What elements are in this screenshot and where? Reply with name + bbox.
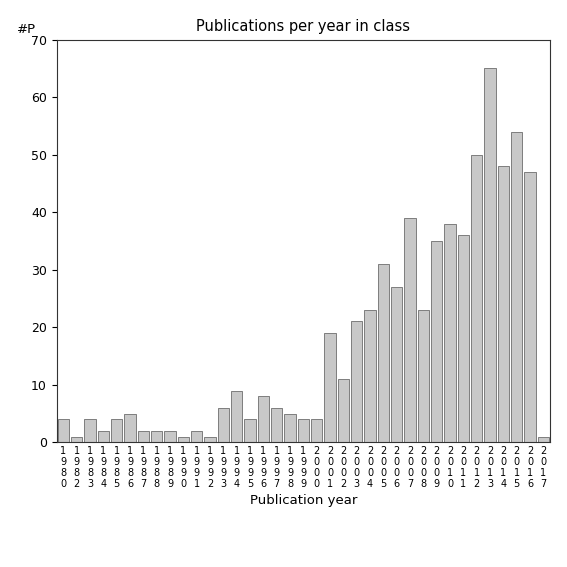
Bar [284,413,295,442]
Bar [231,391,242,442]
Bar [298,419,309,442]
Bar [538,437,549,442]
Bar [311,419,323,442]
Text: #P: #P [17,23,36,36]
Bar [484,69,496,442]
Bar [151,431,162,442]
Bar [498,166,509,442]
Bar [471,155,483,442]
X-axis label: Publication year: Publication year [249,494,357,507]
Bar [98,431,109,442]
Bar [138,431,149,442]
Bar [84,419,96,442]
Bar [164,431,176,442]
Bar [378,264,389,442]
Bar [445,224,456,442]
Bar [58,419,69,442]
Title: Publications per year in class: Publications per year in class [196,19,411,35]
Bar [218,408,229,442]
Bar [404,218,416,442]
Bar [324,333,336,442]
Bar [177,437,189,442]
Bar [418,310,429,442]
Bar [204,437,215,442]
Bar [71,437,82,442]
Bar [124,413,136,442]
Bar [338,379,349,442]
Bar [431,241,442,442]
Bar [365,310,376,442]
Bar [458,235,469,442]
Bar [351,321,362,442]
Bar [511,132,522,442]
Bar [271,408,282,442]
Bar [391,287,403,442]
Bar [524,172,536,442]
Bar [191,431,202,442]
Bar [257,396,269,442]
Bar [244,419,256,442]
Bar [111,419,122,442]
